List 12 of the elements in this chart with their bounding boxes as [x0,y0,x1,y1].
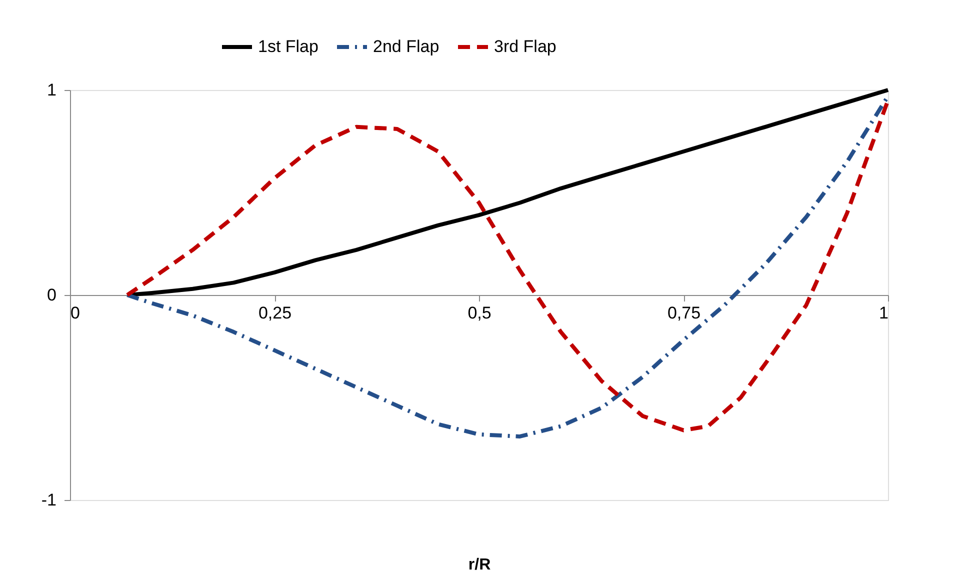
x-tick-label: 0,75 [667,304,701,322]
x-tick-label: 0,25 [258,304,292,322]
legend-label: 2nd Flap [373,37,440,56]
x-tick-label: 0,5 [468,304,492,322]
y-tick-label: 0 [47,286,56,304]
x-axis-title: r/R [468,556,492,574]
x-tick-label: 1 [879,304,888,322]
legend-label: 1st Flap [258,37,318,56]
x-tick-label: 0 [70,304,80,322]
y-tick-label: -1 [41,490,56,510]
legend-label: 3rd Flap [494,37,556,56]
y-tick-label: 1 [47,80,56,100]
